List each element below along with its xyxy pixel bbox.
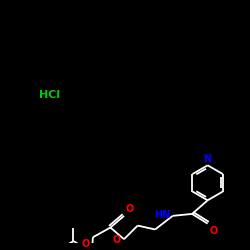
Text: O: O <box>210 226 218 235</box>
Text: O: O <box>82 239 90 249</box>
Text: O: O <box>113 235 121 245</box>
Text: N: N <box>204 154 212 164</box>
Text: O: O <box>126 204 134 214</box>
Text: HCl: HCl <box>38 90 60 100</box>
Text: HN: HN <box>154 210 171 220</box>
